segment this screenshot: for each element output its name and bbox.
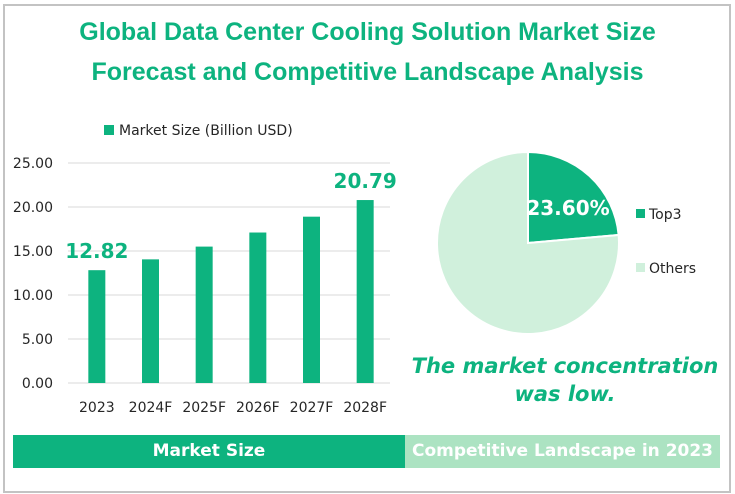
pie-slice-top3 [527,150,620,245]
x-tick-label: 2027F [290,400,334,416]
note-line-1: The market concentration [411,354,719,378]
pie-data-label-top3: 23.60% [526,196,609,220]
competitive-landscape-banner: Competitive Landscape in 2023 [405,435,720,468]
chart-title-line-1: Global Data Center Cooling Solution Mark… [79,18,656,46]
chart-title-line-2: Forecast and Competitive Landscape Analy… [91,58,644,86]
x-tick-label: 2024F [129,400,173,416]
x-tick-label: 2023 [79,400,115,416]
bar-2028F [356,200,374,383]
x-tick-label: 2026F [236,400,280,416]
pie-legend-label-others: Others [649,261,696,277]
bar-2026F [249,232,267,383]
y-tick-label: 15.00 [13,244,53,260]
bar-legend-swatch [104,125,114,135]
y-tick-label: 5.00 [22,332,53,348]
bar-2024F [142,259,159,383]
x-tick-label: 2025F [182,400,226,416]
y-tick-label: 0.00 [22,376,53,392]
market-size-banner: Market Size [13,435,405,468]
chart-frame [3,4,731,493]
y-tick-label: 10.00 [13,288,53,304]
bar-2025F [195,246,213,383]
x-tick-label: 2028F [343,400,387,416]
bar-2023 [88,270,106,383]
note-line-2: was low. [514,382,616,406]
pie-legend-swatch-top3 [636,209,645,218]
y-tick-label: 25.00 [13,156,53,172]
pie-slice-others [436,150,620,335]
pie-legend-swatch-others [636,263,645,272]
bar-data-label: 20.79 [334,169,397,193]
concentration-note: The market concentration was low. [400,352,730,408]
bar-legend-label: Market Size (Billion USD) [119,123,293,139]
bar-data-label: 12.82 [65,239,128,263]
y-tick-label: 20.00 [13,200,53,216]
bar-2027F [303,216,320,383]
bar-chart: Market Size (Billion USD) 0.00 5.00 10.00 1… [13,123,397,416]
pie-chart: 23.60% Top3 Others [436,150,696,335]
pie-legend-label-top3: Top3 [648,207,682,223]
